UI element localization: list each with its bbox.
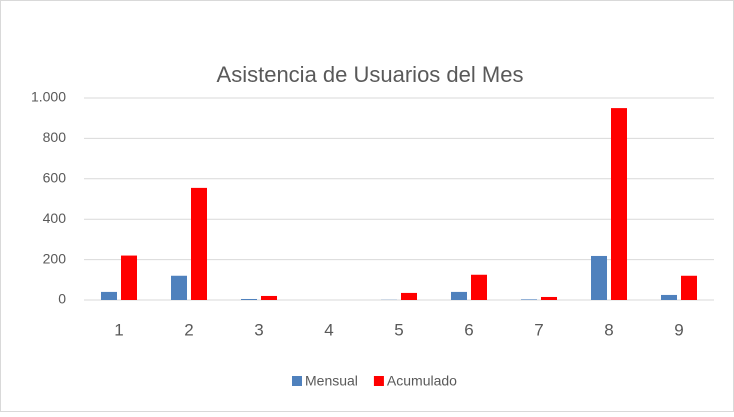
x-tick-label: 7	[534, 320, 543, 339]
legend-label: Mensual	[305, 373, 358, 389]
bar	[101, 292, 117, 300]
y-tick-label: 1.000	[31, 89, 66, 105]
bar	[611, 108, 627, 300]
y-tick-label: 800	[43, 129, 67, 145]
x-tick-label: 5	[394, 320, 403, 339]
bar	[521, 299, 537, 300]
bar	[471, 275, 487, 300]
x-tick-label: 2	[184, 320, 193, 339]
bar	[191, 188, 207, 300]
y-tick-label: 0	[58, 291, 66, 307]
bar	[261, 296, 277, 300]
x-tick-label: 9	[674, 320, 683, 339]
bar	[401, 293, 417, 300]
legend-swatch	[292, 376, 302, 386]
bar	[681, 276, 697, 300]
bar	[451, 292, 467, 300]
y-tick-label: 400	[43, 210, 67, 226]
bar	[591, 256, 607, 300]
chart-title: Asistencia de Usuarios del Mes	[217, 62, 524, 87]
y-tick-label: 200	[43, 250, 67, 266]
x-tick-label: 3	[254, 320, 263, 339]
bar	[171, 276, 187, 300]
x-tick-label: 6	[464, 320, 473, 339]
bar	[121, 256, 137, 300]
legend-swatch	[374, 376, 384, 386]
bar	[661, 295, 677, 300]
bar	[541, 297, 557, 300]
y-tick-label: 600	[43, 170, 67, 186]
x-tick-label: 8	[604, 320, 613, 339]
x-tick-label: 1	[114, 320, 123, 339]
legend-label: Acumulado	[387, 373, 457, 389]
bar	[241, 299, 257, 300]
x-tick-label: 4	[324, 320, 333, 339]
